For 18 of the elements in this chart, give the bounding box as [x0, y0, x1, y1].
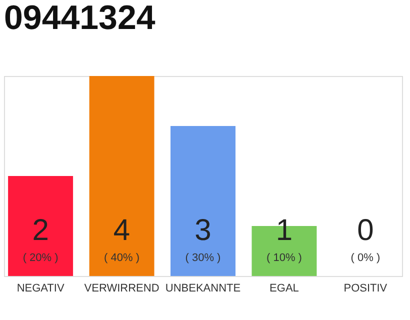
annotation: 3: [194, 214, 212, 247]
data-label: ( 30% ): [185, 252, 221, 264]
data-label: ( 20% ): [22, 252, 58, 264]
x-tick-label: POSITIV: [344, 282, 388, 294]
x-tick-label: VERWIRREND: [84, 282, 160, 294]
annotation: 4: [113, 214, 130, 247]
data-label: ( 40% ): [104, 252, 140, 264]
bar: [89, 76, 154, 276]
annotation: 0: [357, 214, 374, 247]
x-tick-label: EGAL: [270, 282, 299, 294]
chart-title: 09441324: [4, 0, 156, 37]
data-label: ( 0% ): [350, 252, 380, 264]
bar: [170, 126, 236, 276]
annotation: 2: [32, 214, 49, 247]
data-label: ( 10% ): [266, 252, 302, 264]
x-tick-label: NEGATIV: [16, 282, 65, 294]
bar: [8, 176, 74, 276]
x-tick-label: UNBEKANNTE: [165, 282, 241, 294]
